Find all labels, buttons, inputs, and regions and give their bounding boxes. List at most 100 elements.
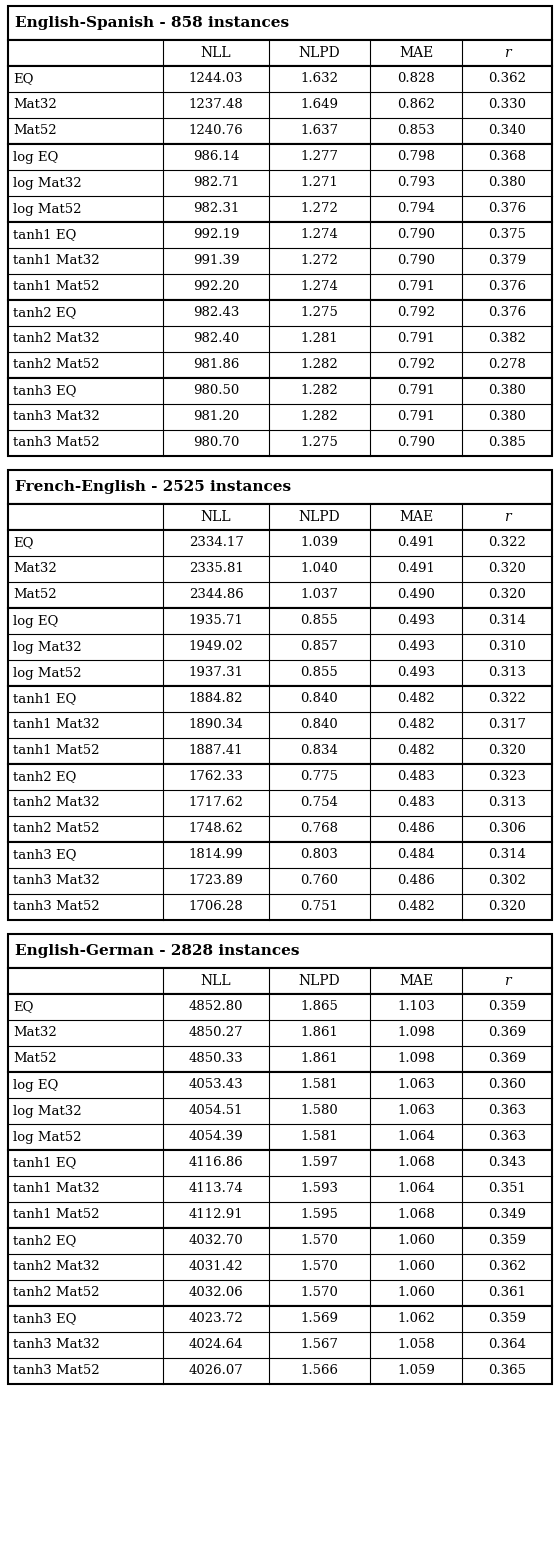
Text: 0.363: 0.363 (488, 1130, 526, 1144)
Text: 1949.02: 1949.02 (189, 640, 244, 654)
Text: 0.382: 0.382 (488, 333, 526, 346)
Text: 0.322: 0.322 (488, 536, 526, 550)
Text: 0.343: 0.343 (488, 1156, 526, 1170)
Text: r: r (504, 46, 510, 60)
Text: English-Spanish - 858 instances: English-Spanish - 858 instances (15, 16, 289, 29)
Text: 982.31: 982.31 (193, 203, 239, 215)
Bar (8, 144, 552, 222)
Text: tanh2 Mat32: tanh2 Mat32 (13, 1260, 100, 1274)
Text: 4850.33: 4850.33 (189, 1052, 244, 1065)
Text: 0.302: 0.302 (488, 874, 526, 888)
Text: 1.282: 1.282 (301, 358, 338, 372)
Text: 1762.33: 1762.33 (189, 770, 244, 783)
Bar (8, 67, 552, 144)
Text: 0.775: 0.775 (300, 770, 338, 783)
Text: 4054.51: 4054.51 (189, 1105, 244, 1118)
Text: tanh1 Mat32: tanh1 Mat32 (13, 254, 100, 268)
Text: 0.794: 0.794 (397, 203, 435, 215)
Text: r: r (504, 510, 510, 524)
Bar (8, 504, 552, 530)
Text: Mat32: Mat32 (13, 1026, 57, 1040)
Text: 992.20: 992.20 (193, 281, 239, 293)
Text: 4032.70: 4032.70 (189, 1234, 244, 1248)
Text: 1.281: 1.281 (301, 333, 338, 346)
Text: 1935.71: 1935.71 (189, 614, 244, 628)
Bar (8, 1073, 552, 1150)
Text: MAE: MAE (399, 46, 433, 60)
Text: 0.320: 0.320 (488, 563, 526, 575)
Text: tanh1 Mat52: tanh1 Mat52 (13, 744, 100, 758)
Text: log Mat32: log Mat32 (13, 177, 82, 189)
Text: 0.365: 0.365 (488, 1364, 526, 1378)
Text: tanh2 Mat52: tanh2 Mat52 (13, 823, 100, 835)
Text: 0.493: 0.493 (397, 666, 435, 679)
Text: 1.060: 1.060 (397, 1234, 435, 1248)
Text: tanh2 EQ: tanh2 EQ (13, 1234, 76, 1248)
Text: 0.754: 0.754 (301, 797, 338, 809)
Bar (8, 222, 552, 301)
Text: 0.380: 0.380 (488, 411, 526, 423)
Text: 1.037: 1.037 (300, 589, 338, 601)
Text: log EQ: log EQ (13, 614, 58, 628)
Text: 2334.17: 2334.17 (189, 536, 244, 550)
Text: NLPD: NLPD (298, 973, 340, 987)
Bar (8, 935, 552, 969)
Text: 1.272: 1.272 (301, 254, 338, 268)
Text: 981.86: 981.86 (193, 358, 239, 372)
Text: 1.649: 1.649 (300, 99, 338, 112)
Text: 982.40: 982.40 (193, 333, 239, 346)
Text: tanh3 Mat32: tanh3 Mat32 (13, 411, 100, 423)
Text: 992.19: 992.19 (193, 228, 239, 242)
Bar (8, 1150, 552, 1228)
Text: 0.362: 0.362 (488, 1260, 526, 1274)
Text: log EQ: log EQ (13, 150, 58, 163)
Text: tanh3 Mat32: tanh3 Mat32 (13, 1339, 100, 1352)
Text: 1.567: 1.567 (300, 1339, 338, 1352)
Text: 1.098: 1.098 (397, 1052, 435, 1065)
Text: 1.062: 1.062 (397, 1313, 435, 1325)
Text: 1.275: 1.275 (301, 307, 338, 319)
Text: 0.482: 0.482 (397, 744, 435, 758)
Text: 0.376: 0.376 (488, 203, 526, 215)
Text: 1.274: 1.274 (301, 281, 338, 293)
Text: 4850.27: 4850.27 (189, 1026, 244, 1040)
Text: 0.359: 0.359 (488, 1313, 526, 1325)
Text: NLPD: NLPD (298, 510, 340, 524)
Text: log Mat52: log Mat52 (13, 666, 82, 679)
Text: 1.597: 1.597 (300, 1156, 338, 1170)
Text: 1.060: 1.060 (397, 1260, 435, 1274)
Bar (8, 1307, 552, 1384)
Text: 0.376: 0.376 (488, 281, 526, 293)
Text: 0.791: 0.791 (397, 281, 435, 293)
Text: 0.351: 0.351 (488, 1183, 526, 1195)
Text: 1717.62: 1717.62 (189, 797, 244, 809)
Bar (8, 994, 552, 1073)
Text: 1814.99: 1814.99 (189, 848, 244, 862)
Bar (8, 687, 552, 764)
Text: tanh3 EQ: tanh3 EQ (13, 848, 77, 862)
Text: tanh1 EQ: tanh1 EQ (13, 228, 76, 242)
Text: 0.768: 0.768 (300, 823, 338, 835)
Text: 0.855: 0.855 (301, 614, 338, 628)
Bar (8, 40, 552, 67)
Text: 0.340: 0.340 (488, 124, 526, 138)
Text: tanh3 Mat32: tanh3 Mat32 (13, 874, 100, 888)
Text: 1.282: 1.282 (301, 384, 338, 397)
Text: 4054.39: 4054.39 (189, 1130, 244, 1144)
Text: 0.486: 0.486 (397, 823, 435, 835)
Text: 0.320: 0.320 (488, 901, 526, 913)
Text: 0.320: 0.320 (488, 589, 526, 601)
Text: 991.39: 991.39 (193, 254, 239, 268)
Text: 1890.34: 1890.34 (189, 719, 244, 732)
Text: EQ: EQ (13, 536, 34, 550)
Text: 1240.76: 1240.76 (189, 124, 244, 138)
Text: 1887.41: 1887.41 (189, 744, 244, 758)
Text: 4053.43: 4053.43 (189, 1079, 244, 1091)
Bar (8, 530, 552, 608)
Text: 2335.81: 2335.81 (189, 563, 244, 575)
Text: 0.486: 0.486 (397, 874, 435, 888)
Text: 1.068: 1.068 (397, 1209, 435, 1221)
Text: tanh3 EQ: tanh3 EQ (13, 384, 77, 397)
Text: 0.379: 0.379 (488, 254, 526, 268)
Text: 0.792: 0.792 (397, 358, 435, 372)
